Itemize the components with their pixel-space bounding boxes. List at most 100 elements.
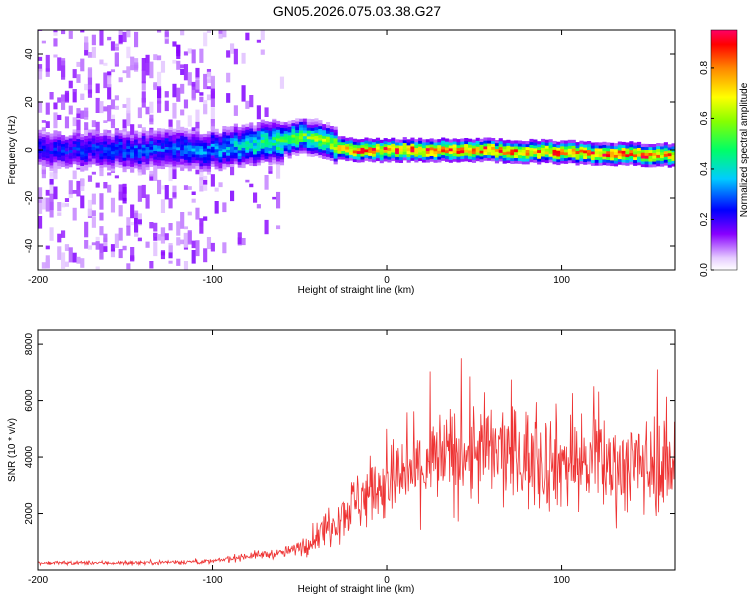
spectrogram-ridge-cell [141,161,146,165]
spectrogram-ridge-cell [483,143,488,147]
spectrogram-ridge-cell [195,139,200,143]
spectrogram-ridge-cell [375,152,381,156]
spectrogram-ridge-cell [233,140,238,145]
spectrogram-ridge-cell [87,161,93,165]
spectrogram-ridge-cell [333,138,338,142]
spectrogram-ridge-cell [199,145,204,150]
spectrogram-ridge-cell [564,140,569,144]
spectrogram-noise-cell [199,48,204,63]
spectrogram-ridge-cell [249,128,254,132]
spectrogram-ridge-cell [460,152,465,157]
spectrogram-noise-cell [176,60,181,70]
spectrogram-ridge-cell [452,152,457,156]
spectrogram-noise-cell [157,30,162,33]
spectrogram-ridge-cell [287,152,292,156]
spectrogram-ridge-cell [337,139,342,143]
spectrogram-ridge-cell [64,156,70,160]
spectrogram-x-ticks: -200 -100 0 100 [28,30,570,286]
spectrogram-ridge-cell [41,156,46,161]
spectrogram-noise-cell [172,41,177,47]
spectrogram-ridge-cell [206,154,212,158]
spectrogram-ridge-cell [299,150,304,154]
spectrogram-noise-cell [118,205,123,217]
spectrogram-ridge-cell [187,142,192,146]
spectrogram-ridge-cell [218,139,223,143]
spectrogram-ridge-cell [134,133,139,137]
spectrogram-noise-cell [141,81,146,91]
spectrogram-ridge-cell [72,135,77,139]
spectrogram-ridge-cell [322,124,327,128]
spectrogram-ridge-cell [583,153,588,157]
colorbar-tick-label: 0.4 [699,162,710,176]
spectrogram-ridge-cell [256,139,261,143]
spectrogram-ridge-cell [617,147,622,151]
spectrogram-ridge-cell [76,138,81,142]
spectrogram-ridge-cell [452,158,457,162]
spectrogram-noise-cell [245,32,250,41]
spectrogram-ridge-cell [318,120,323,124]
spectrogram-noise-cell [264,107,269,117]
spectrogram-ridge-cell [145,143,150,147]
spectrogram-ridge-cell [107,132,112,136]
spectrogram-ridge-cell [279,121,285,125]
spectrogram-ridge-cell [176,135,181,139]
spectrogram-ridge-cell [414,147,419,151]
spectrogram-ridge-cell [494,160,500,164]
colorbar-tick-label: 0.8 [699,61,710,75]
spectrogram-ridge-cell [494,145,500,149]
spectrogram-ridge-cell [299,133,304,137]
spectrogram-ridge-cell [99,159,104,163]
spectrogram-noise-cell [126,217,131,227]
spectrogram-ridge-cell [318,125,323,129]
spectrogram-ridge-cell [260,157,265,161]
spectrogram-noise-cell [218,182,223,188]
spectrogram-ridge-cell [621,147,626,151]
spectrogram-ridge-cell [333,152,338,156]
spectrogram-ridge-cell [583,150,588,154]
spectrogram-ridge-cell [176,132,181,136]
spectrogram-ridge-cell [579,140,584,144]
spectrogram-noise-cell [164,100,169,112]
spectrogram-ridge-cell [295,149,300,154]
spectrogram-ridge-cell [602,150,607,154]
spectrogram-ridge-cell [598,142,603,146]
spectrogram-ridge-cell [598,151,603,155]
spectrogram-ridge-cell [134,162,139,166]
spectrogram-ridge-cell [560,160,565,164]
spectrogram-ridge-cell [45,146,50,150]
spectrogram-ridge-cell [525,158,530,162]
spectrogram-ridge-cell [183,145,189,149]
spectrogram-ridge-cell [302,118,308,122]
spectrogram-ridge-cell [629,155,634,159]
spectrogram-ridge-cell [406,145,411,149]
spectrogram-ridge-cell [137,146,142,150]
spectrogram-noise-cell [95,83,100,94]
spectrogram-ridge-cell [552,149,557,153]
spectrogram-ridge-cell [203,165,208,169]
spectrogram-ridge-cell [268,139,273,143]
spectrogram-ridge-cell [222,160,227,164]
spectrogram-ridge-cell [195,154,200,158]
spectrogram-ridge-cell [103,129,108,133]
spectrogram-ridge-cell [91,132,96,136]
spectrogram-ridge-cell [510,146,515,150]
spectrogram-ridge-cell [283,142,288,146]
spectrogram-ridge-cell [180,129,185,133]
spectrogram-ridge-cell [260,128,265,132]
spectrogram-ridge-cell [610,154,615,158]
spectrogram-noise-cell [72,207,77,221]
spectrogram-ridge-cell [295,118,300,122]
spectrogram-ridge-cell [126,160,131,164]
spectrogram-ridge-cell [130,146,135,150]
spectrogram-ridge-cell [414,156,419,160]
spectrogram-ridge-cell [157,156,162,161]
spectrogram-ridge-cell [168,164,173,168]
spectrogram-ridge-cell [602,156,607,160]
spectrogram-ridge-cell [318,140,323,144]
spectrogram-ridge-cell [437,139,442,143]
spectrogram-ridge-cell [590,154,596,158]
colorbar-tick-label: 0.0 [699,263,710,277]
spectrogram-ridge-cell [118,135,123,140]
spectrogram-ridge-cell [402,145,407,149]
